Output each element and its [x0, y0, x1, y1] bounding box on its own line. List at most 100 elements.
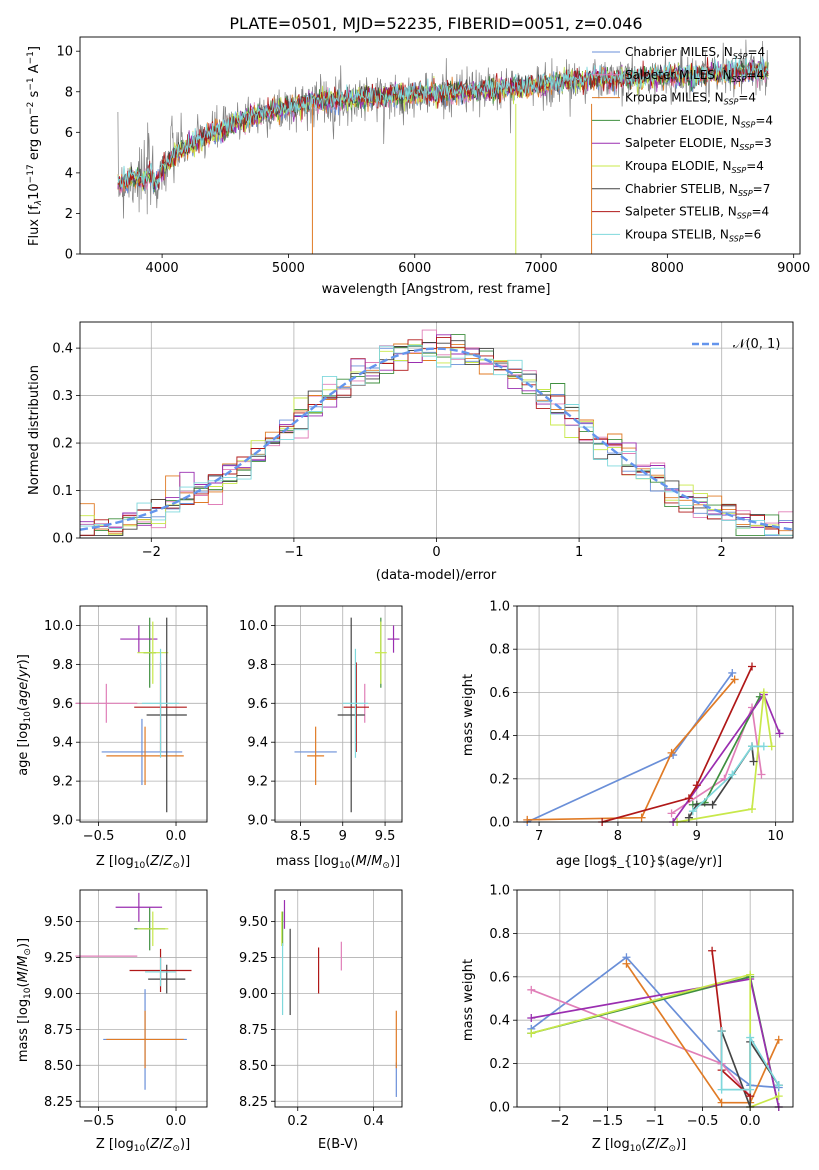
y-tick-label: 9.00	[44, 987, 73, 1002]
weight-line	[601, 666, 753, 823]
histogram-step	[80, 340, 793, 537]
age_vs_mass-panel: 8.5 9 9.5 9.0 9.2 9.4 9.6 9.8 10.0	[239, 605, 403, 844]
y-tick-label: 9.4	[52, 736, 73, 751]
x-tick-label: 2	[718, 545, 726, 560]
legend-label: Salpeter MILES, NSSP=4	[625, 68, 764, 84]
y-tick-label: 9.8	[247, 658, 268, 673]
plus-marker	[730, 675, 739, 684]
plus-marker	[708, 800, 717, 809]
legend-label: Kroupa MILES, NSSP=4	[625, 91, 756, 107]
y-tick-label: 0.6	[489, 970, 510, 985]
weight_vs_age-panel: 7 8 9 10 0.0 0.2 0.4 0.6 0.8 1.0	[489, 600, 794, 844]
plus-marker	[527, 1014, 536, 1023]
legend-label: Kroupa ELODIE, NSSP=4	[625, 159, 764, 175]
legend-label: Chabrier ELODIE, NSSP=4	[625, 113, 773, 129]
residuals-xlabel: (data-model)/error	[376, 568, 497, 583]
y-tick-label: 9.50	[44, 915, 73, 930]
x-tick-label: −0.5	[83, 1114, 115, 1129]
plus-marker	[692, 781, 701, 790]
axes-frame	[79, 889, 208, 1108]
weight_vs_Z-panel: −2 −1.5 −1 −0.5 0.0 0.0 0.2 0.4 0.6 0.8 1.0	[489, 884, 794, 1129]
plus-marker	[774, 1035, 783, 1044]
y-tick-label: 9.25	[44, 951, 73, 966]
y-tick-label: 9.6	[52, 697, 73, 712]
y-tick-label: 9.6	[247, 697, 268, 712]
legend-label: Salpeter ELODIE, NSSP=3	[625, 136, 772, 152]
plus-marker	[746, 1085, 755, 1094]
plus-marker	[527, 985, 536, 994]
plus-marker	[747, 805, 756, 814]
y-tick-label: 8.75	[239, 1023, 268, 1038]
y-tick-label: 0.3	[52, 389, 73, 404]
y-tick-label: 6	[65, 126, 73, 141]
x-tick-label: −0.5	[83, 829, 115, 844]
plus-marker	[728, 770, 737, 779]
plus-marker	[747, 662, 756, 671]
x-tick-label: −0.5	[687, 1114, 719, 1129]
weight-line	[526, 672, 733, 823]
spectrum-panel: 4000 5000 6000 7000 8000 9000 0 2 4 6 8 10 Chabrier …	[56, 36, 810, 276]
y-tick-label: 0.0	[52, 532, 73, 547]
axes-frame	[79, 321, 794, 539]
mass-Z-xlabel: Z [log10(Z/Z⊙)]	[96, 1137, 190, 1154]
plus-marker	[717, 1027, 726, 1036]
legend-label: Salpeter STELIB, NSSP=4	[625, 205, 769, 221]
y-tick-label: 8.50	[239, 1059, 268, 1074]
age_vs_Z-panel: −0.5 0.0 9.0 9.2 9.4 9.6 9.8 10.0	[44, 605, 208, 844]
x-tick-label: −1	[645, 1114, 664, 1129]
axes-frame	[274, 889, 403, 1108]
x-tick-label: 10	[767, 829, 784, 844]
age-Z-ylabel: age [log10(age/yr)]	[16, 654, 33, 776]
x-tick-label: 8000	[651, 261, 684, 276]
age-mass-xlabel: mass [log10(M/M⊙)]	[276, 854, 400, 871]
y-tick-label: 8.25	[44, 1095, 73, 1110]
weight-line	[625, 963, 780, 1104]
x-tick-label: 8.5	[290, 829, 311, 844]
y-tick-label: 8	[65, 85, 73, 100]
y-tick-label: 0.4	[52, 342, 73, 357]
plus-marker	[717, 1085, 726, 1094]
weight-age-ylabel: mass weight	[461, 674, 476, 756]
y-tick-label: 9.8	[52, 658, 73, 673]
y-tick-label: 9.25	[239, 951, 268, 966]
plus-marker	[749, 757, 758, 766]
plus-marker	[774, 1081, 783, 1090]
axes-frame	[79, 605, 208, 823]
x-tick-label: −2	[550, 1114, 569, 1129]
y-tick-label: 2	[65, 207, 73, 222]
y-tick-label: 0.1	[52, 484, 73, 499]
y-tick-label: 0.2	[489, 1057, 510, 1072]
y-tick-label: 0.2	[52, 437, 73, 452]
spectrum-xlabel: wavelength [Angstrom, rest frame]	[322, 282, 551, 297]
age-Z-xlabel: Z [log10(Z/Z⊙)]	[96, 854, 190, 871]
residuals-legend-label: 𝒩(0, 1)	[733, 337, 780, 352]
weight-Z-ylabel: mass weight	[461, 959, 476, 1041]
x-tick-label: 0.4	[363, 1114, 384, 1129]
weight-age-xlabel: age [log$_{10}$(age/yr)]	[556, 854, 722, 869]
y-tick-label: 0.2	[489, 772, 510, 787]
axes-frame	[274, 605, 403, 823]
residuals-panel: −2 −1 0 1 2 0.0 0.1 0.2 0.3 0.4	[52, 321, 794, 560]
x-tick-label: 6000	[398, 261, 431, 276]
x-tick-label: 9	[339, 829, 347, 844]
y-tick-label: 4	[65, 166, 73, 181]
y-tick-label: 9.2	[52, 775, 73, 790]
legend-label: Chabrier MILES, NSSP=4	[625, 45, 765, 61]
y-tick-label: 0.4	[489, 729, 510, 744]
y-tick-label: 0.8	[489, 643, 510, 658]
histogram-step	[80, 336, 793, 537]
y-tick-label: 0	[65, 248, 73, 263]
plus-marker	[746, 970, 755, 979]
plus-marker	[622, 959, 631, 968]
x-tick-label: 7	[535, 829, 543, 844]
y-tick-label: 8.75	[44, 1023, 73, 1038]
x-tick-label: −1.5	[592, 1114, 624, 1129]
residuals-ylabel: Normed distribution	[27, 365, 42, 495]
mass_vs_EBV-panel: 0.2 0.4 8.25 8.50 8.75 9.00 9.25 9.50	[239, 889, 403, 1129]
axes-frame	[79, 36, 801, 255]
plus-marker	[527, 1029, 536, 1038]
y-tick-label: 0.4	[489, 1014, 510, 1029]
x-tick-label: 0.0	[166, 1114, 187, 1129]
weight-line	[527, 678, 736, 821]
x-tick-label: 0.2	[287, 1114, 308, 1129]
